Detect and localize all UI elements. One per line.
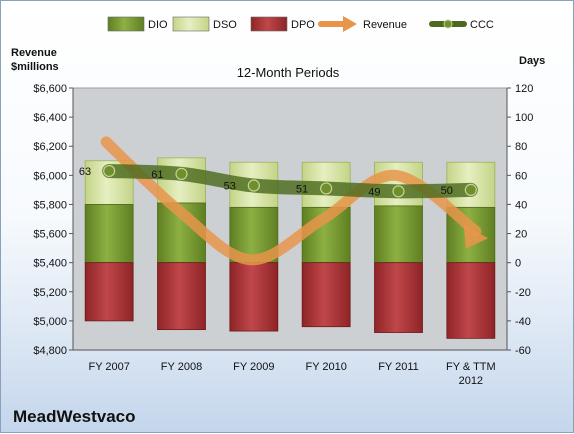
left-tick-label: $4,800 bbox=[33, 345, 67, 357]
legend-label: Revenue bbox=[363, 19, 407, 31]
legend-item-ccc: CCC bbox=[429, 19, 494, 31]
ccc-data-label: 49 bbox=[368, 186, 380, 198]
left-tick-label: $5,400 bbox=[33, 258, 67, 270]
legend-label: CCC bbox=[470, 19, 494, 31]
right-tick-label: 20 bbox=[515, 229, 527, 241]
legend-label: DPO bbox=[291, 19, 315, 31]
right-tick-label: 100 bbox=[515, 112, 533, 124]
ccc-point bbox=[247, 179, 260, 192]
right-tick-label: -20 bbox=[515, 287, 531, 299]
left-tick-label: $6,000 bbox=[33, 170, 67, 182]
left-axis-title: $millions bbox=[11, 61, 59, 73]
left-tick-label: $5,800 bbox=[33, 199, 67, 211]
bar-dpo bbox=[301, 262, 351, 328]
legend-label: DIO bbox=[148, 19, 168, 31]
left-tick-label: $6,600 bbox=[33, 83, 67, 95]
ccc-data-label: 63 bbox=[79, 166, 91, 178]
legend-arrowhead bbox=[343, 16, 357, 32]
legend-item-revenue: Revenue bbox=[318, 16, 407, 32]
right-tick-label: -60 bbox=[515, 345, 531, 357]
legend-swatch bbox=[107, 16, 145, 32]
left-tick-label: $5,600 bbox=[33, 229, 67, 241]
revenue-arrowhead bbox=[463, 224, 489, 249]
left-tick-label: $5,200 bbox=[33, 287, 67, 299]
ccc-line bbox=[102, 163, 478, 199]
x-tick-label: FY 2011 bbox=[378, 361, 419, 373]
legend-item-dpo: DPO bbox=[250, 16, 315, 32]
bar-dpo bbox=[157, 262, 206, 331]
legend-item-dio: DIO bbox=[107, 16, 168, 32]
legend-dot bbox=[443, 19, 453, 29]
bar-dpo bbox=[229, 262, 279, 332]
ccc-data-label: 50 bbox=[441, 185, 453, 197]
x-tick-label: FY 2007 bbox=[88, 361, 129, 373]
x-tick-label: FY & TTM bbox=[446, 361, 496, 373]
bar-dpo bbox=[446, 262, 496, 339]
right-tick-label: 40 bbox=[515, 199, 527, 211]
legend-swatch bbox=[172, 16, 210, 32]
revenue-line bbox=[100, 136, 482, 266]
legend-swatch bbox=[250, 16, 288, 32]
x-tick-label: FY 2009 bbox=[233, 361, 274, 373]
ccc-point bbox=[320, 182, 333, 195]
right-tick-label: -40 bbox=[515, 316, 531, 328]
ccc-point bbox=[175, 167, 188, 180]
ccc-data-label: 61 bbox=[151, 169, 163, 181]
ccc-data-label: 51 bbox=[296, 183, 308, 195]
bar-dpo bbox=[374, 262, 423, 333]
right-tick-label: 80 bbox=[515, 141, 527, 153]
plot-area bbox=[72, 87, 508, 351]
legend-item-dso: DSO bbox=[172, 16, 237, 32]
left-tick-label: $6,200 bbox=[33, 141, 67, 153]
x-tick-label: FY 2008 bbox=[161, 361, 202, 373]
ccc-point bbox=[464, 183, 477, 196]
right-tick-label: 60 bbox=[515, 170, 527, 182]
legend-label: DSO bbox=[213, 19, 237, 31]
x-tick-label: FY 2010 bbox=[305, 361, 346, 373]
x-tick-label: 2012 bbox=[459, 375, 483, 387]
left-axis-title: Revenue bbox=[11, 47, 57, 59]
right-tick-label: 120 bbox=[515, 83, 533, 95]
left-tick-label: $5,000 bbox=[33, 316, 67, 328]
chart-title: 12-Month Periods bbox=[237, 65, 340, 80]
bar-dio bbox=[84, 204, 134, 264]
bar-dpo bbox=[84, 262, 134, 322]
ccc-data-label: 53 bbox=[224, 181, 236, 193]
right-tick-label: 0 bbox=[515, 258, 521, 270]
company-name: MeadWestvaco bbox=[13, 407, 136, 426]
right-axis-title: Days bbox=[519, 55, 545, 67]
ccc-point bbox=[392, 185, 405, 198]
ccc-point bbox=[103, 164, 116, 178]
left-tick-label: $6,400 bbox=[33, 112, 67, 124]
bar-dio bbox=[374, 205, 423, 264]
